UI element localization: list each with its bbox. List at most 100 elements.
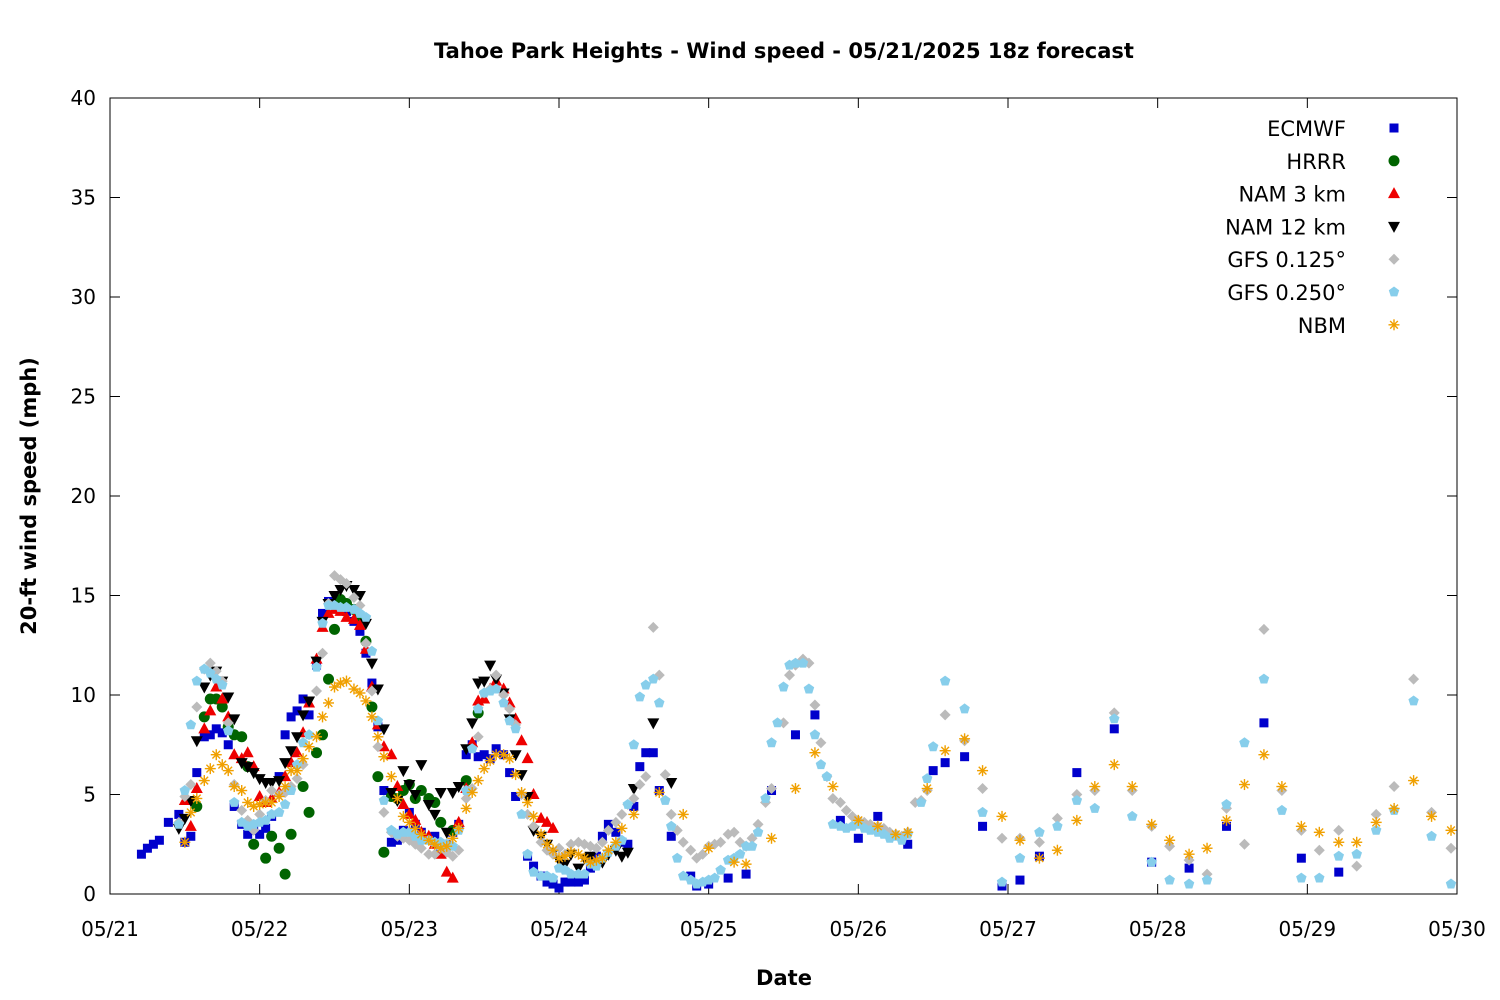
data-point [479, 750, 489, 760]
data-point [291, 732, 304, 744]
data-point [647, 718, 660, 730]
data-point [634, 691, 646, 702]
data-point [1127, 810, 1138, 821]
x-tick-label: 05/28 [1129, 917, 1187, 941]
data-point [222, 717, 234, 729]
data-point [323, 697, 335, 709]
data-point [1334, 867, 1344, 877]
data-point [603, 819, 613, 829]
data-point [1033, 852, 1045, 864]
data-point [1351, 860, 1363, 872]
data-point [266, 796, 278, 808]
data-point [789, 783, 801, 795]
data-point [348, 683, 360, 695]
data-point [834, 796, 846, 808]
data-point [597, 831, 607, 841]
data-point [311, 661, 322, 672]
data-point [317, 647, 329, 659]
data-point [1183, 848, 1195, 860]
data-point [809, 747, 821, 759]
data-point [303, 806, 315, 818]
x-axis: 05/21 05/22 05/23 05/24 05/25 05/26 05/27 05/28… [81, 98, 1486, 941]
data-point [827, 781, 839, 793]
data-point [766, 832, 778, 844]
data-point [297, 737, 309, 748]
data-point [977, 765, 989, 777]
data-point [809, 699, 821, 711]
x-tick-label: 05/29 [1279, 917, 1337, 941]
data-point [403, 780, 416, 792]
data-point [1295, 820, 1307, 832]
x-tick-label: 05/22 [231, 917, 289, 941]
data-point [179, 785, 191, 795]
data-point [260, 852, 272, 864]
data-point [640, 679, 651, 690]
data-point [365, 658, 378, 670]
data-point [515, 770, 528, 782]
data-point [1258, 673, 1270, 684]
data-point [311, 747, 323, 759]
data-point [397, 797, 410, 809]
data-point [354, 687, 366, 699]
data-point [199, 732, 209, 742]
data-point [247, 768, 260, 780]
data-point [236, 804, 248, 816]
data-point [672, 852, 683, 863]
data-point [340, 610, 353, 622]
data-point [446, 788, 459, 800]
data-point [236, 731, 248, 743]
data-point [573, 877, 583, 887]
x-tick-label: 05/30 [1428, 917, 1486, 941]
data-point [610, 836, 622, 848]
data-point [977, 806, 988, 817]
data-point [204, 704, 217, 716]
data-point [372, 715, 384, 726]
data-point [266, 785, 278, 797]
data-point [728, 826, 740, 838]
y-tick-label: 15 [71, 584, 96, 608]
data-point [211, 673, 222, 684]
data-point [179, 836, 191, 848]
data-point [665, 778, 678, 790]
data-point [279, 868, 291, 880]
data-point [615, 851, 628, 863]
legend-label: HRRR [1286, 150, 1346, 174]
data-point [355, 626, 365, 636]
data-point [741, 869, 751, 879]
data-point [211, 724, 221, 734]
data-point [1034, 826, 1045, 837]
data-point [273, 842, 285, 854]
data-point [1014, 852, 1026, 863]
data-point [547, 821, 560, 833]
data-point [596, 852, 608, 864]
data-point [623, 839, 633, 849]
data-point [452, 782, 465, 794]
data-point [297, 781, 309, 793]
data-point [186, 831, 196, 841]
data-point [473, 752, 483, 762]
data-point [1108, 759, 1120, 771]
series-ecmwf [136, 596, 1344, 893]
data-point [528, 820, 540, 832]
data-point [429, 838, 441, 850]
data-point [353, 618, 366, 630]
data-point [1351, 848, 1362, 859]
y-tick-label: 25 [71, 385, 96, 409]
legend-marker [1388, 155, 1400, 167]
data-point [422, 799, 435, 811]
data-point [185, 806, 197, 818]
data-point [1445, 824, 1457, 836]
data-point [216, 692, 229, 704]
data-point [490, 683, 502, 694]
data-point [1222, 821, 1232, 831]
data-point [440, 827, 453, 839]
data-point [204, 657, 216, 669]
data-point [1071, 814, 1083, 826]
data-point [1333, 836, 1345, 848]
data-point [446, 871, 459, 883]
data-point [996, 832, 1008, 844]
data-point [654, 697, 665, 708]
data-point [1146, 818, 1158, 830]
data-point [1426, 830, 1437, 841]
data-point [192, 768, 202, 778]
